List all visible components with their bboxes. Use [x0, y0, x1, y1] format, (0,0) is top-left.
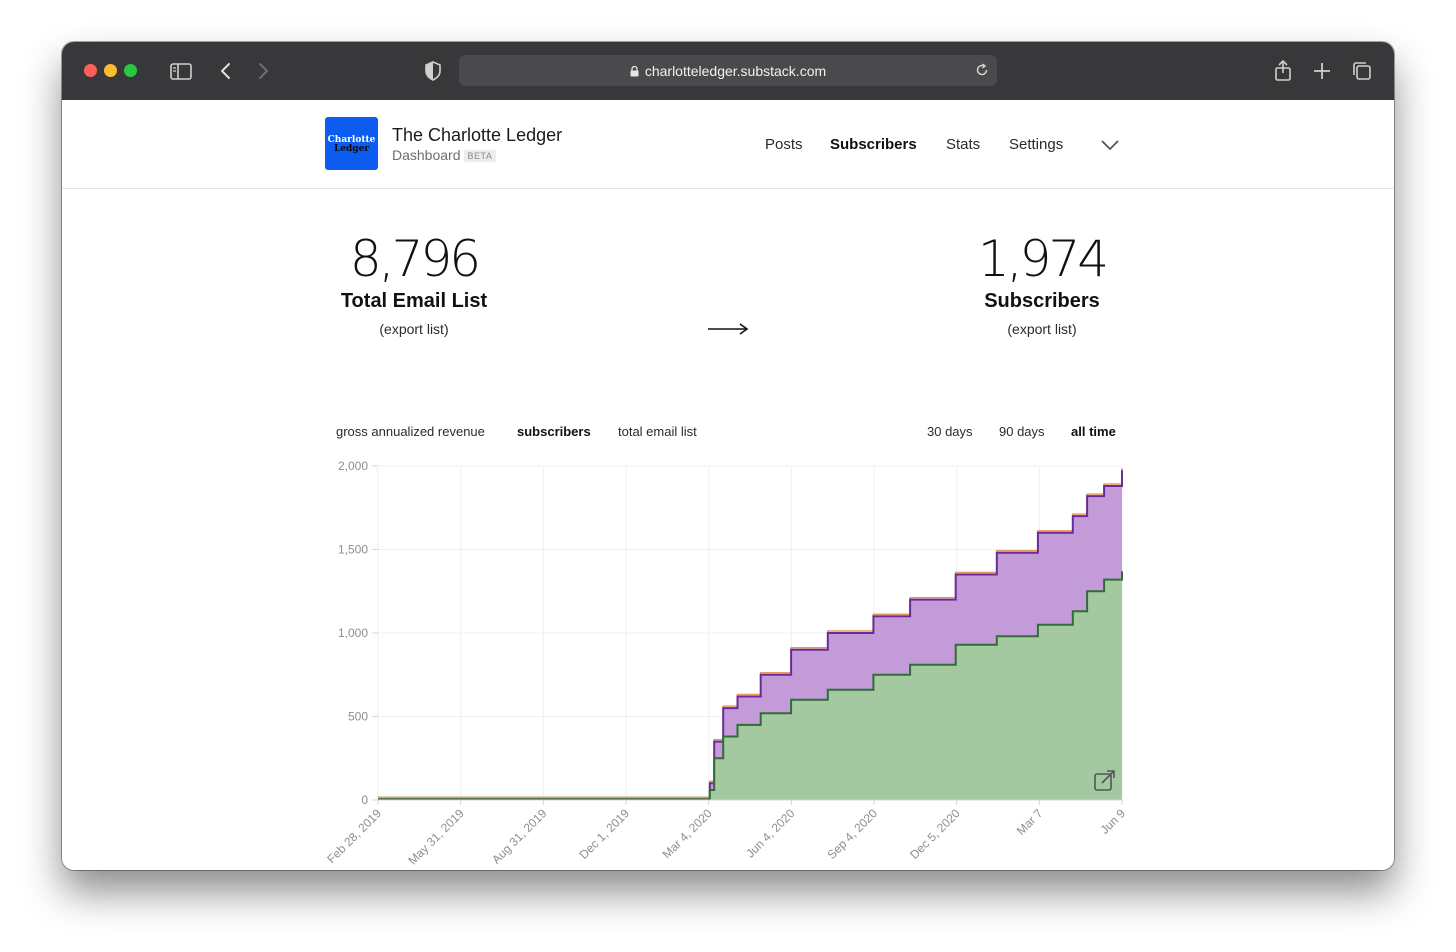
- tab-all-time[interactable]: all time: [1071, 424, 1116, 439]
- subscribers-label: Subscribers: [984, 290, 1100, 312]
- series-1-line: [378, 571, 1123, 801]
- x-tick-label: Jun 9: [1097, 806, 1128, 837]
- address-bar[interactable]: charlotteledger.substack.com: [459, 55, 997, 86]
- email-list-stat: 8,796 Total Email List (export list): [314, 230, 514, 337]
- x-tick-label: Jun 4, 2020: [743, 806, 797, 860]
- publication-title[interactable]: The Charlotte Ledger: [392, 125, 563, 145]
- minimize-window-button[interactable]: [104, 64, 117, 77]
- nav-stats[interactable]: Stats: [946, 136, 981, 153]
- browser-window: charlotteledger.substack.com Charlotte L…: [62, 42, 1394, 870]
- nav-posts[interactable]: Posts: [765, 136, 803, 153]
- x-tick-label: Sep 4, 2020: [824, 806, 880, 862]
- lock-icon: [630, 66, 639, 77]
- dashboard-header: Charlotte Ledger The Charlotte Ledger Da…: [62, 100, 1394, 189]
- external-link-icon[interactable]: [1094, 770, 1115, 791]
- x-tick-label: Dec 5, 2020: [907, 806, 963, 862]
- series-0-orange-edge: [378, 468, 1123, 798]
- beta-badge: BETA: [463, 150, 497, 162]
- export-subscribers-link[interactable]: (export list): [1007, 321, 1077, 337]
- x-tick-label: May 31, 2019: [405, 806, 467, 868]
- series-0-line: [378, 470, 1123, 801]
- email-list-count: 8,796: [349, 230, 481, 288]
- share-icon[interactable]: [1270, 58, 1296, 84]
- series-1-area: [378, 571, 1122, 800]
- y-tick-label: 2,000: [338, 459, 368, 473]
- arrow-right-icon: [708, 323, 749, 335]
- x-tick-label: Dec 1, 2019: [576, 806, 632, 862]
- tab-overview-icon[interactable]: [1349, 58, 1375, 84]
- x-tick-label: Mar 4, 2020: [660, 806, 715, 861]
- tab-90-days[interactable]: 90 days: [999, 424, 1045, 439]
- subscribers-stat: 1,974 Subscribers (export list): [942, 230, 1142, 337]
- shield-icon[interactable]: [420, 58, 446, 84]
- back-icon[interactable]: [213, 58, 239, 84]
- y-tick-label: 1,000: [338, 626, 368, 640]
- y-tick-label: 1,500: [338, 543, 368, 557]
- browser-toolbar: charlotteledger.substack.com: [62, 42, 1394, 101]
- close-window-button[interactable]: [84, 64, 97, 77]
- dashboard-subtitle: Dashboard BETA: [392, 147, 497, 163]
- logo-line1: Charlotte: [327, 135, 376, 145]
- subscribers-chart: 0 500 1,000 1,500 2,000 Feb 28, 2019 May 31, 2…: [324, 459, 1128, 868]
- x-tick-label: Feb 28, 2019: [324, 806, 384, 866]
- x-tick-label: Mar 7: [1014, 806, 1046, 838]
- y-tick-label: 0: [361, 793, 368, 807]
- subscribers-count: 1,974: [977, 230, 1109, 288]
- x-tick-label: Aug 31, 2019: [489, 806, 550, 867]
- tab-gross-revenue[interactable]: gross annualized revenue: [336, 424, 485, 439]
- forward-icon[interactable]: [250, 58, 276, 84]
- chevron-down-icon[interactable]: [1100, 138, 1120, 152]
- reload-icon[interactable]: [975, 63, 989, 77]
- new-tab-icon[interactable]: [1309, 58, 1335, 84]
- sidebar-icon[interactable]: [168, 58, 194, 84]
- tab-total-email-list[interactable]: total email list: [618, 424, 697, 439]
- tab-30-days[interactable]: 30 days: [927, 424, 973, 439]
- export-email-list-link[interactable]: (export list): [379, 321, 449, 337]
- url-text: charlotteledger.substack.com: [644, 63, 827, 79]
- tab-subscribers[interactable]: subscribers: [517, 424, 591, 439]
- zoom-window-button[interactable]: [124, 64, 137, 77]
- nav-settings[interactable]: Settings: [1009, 136, 1064, 153]
- dashboard-label: Dashboard: [392, 147, 461, 163]
- page-content: Charlotte Ledger The Charlotte Ledger Da…: [62, 100, 1394, 870]
- email-list-label: Total Email List: [340, 290, 488, 312]
- logo-line2: Ledger: [333, 144, 370, 154]
- nav-subscribers[interactable]: Subscribers: [830, 136, 917, 153]
- y-tick-label: 500: [348, 710, 368, 724]
- publication-logo[interactable]: Charlotte Ledger: [325, 117, 378, 170]
